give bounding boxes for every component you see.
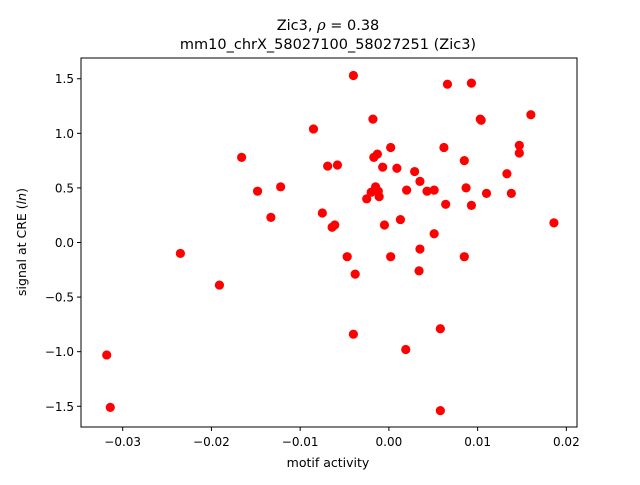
data-point-34: [410, 166, 420, 177]
data-point-23: [372, 149, 382, 159]
x-tick-label-5: 0.02: [553, 435, 580, 449]
data-point-27: [379, 220, 390, 230]
data-point-55: [506, 188, 516, 198]
y-axis-label: signal at CRE (ln): [14, 188, 29, 296]
x-tick-label-4: 0.01: [464, 435, 491, 449]
data-point-36: [415, 176, 425, 186]
data-point-53: [481, 188, 492, 198]
y-axis-label-suffix: ): [14, 188, 29, 193]
y-axis-ticks: −1.5 −1.0 −0.5 0.0 0.5 1.0 1.5: [45, 72, 81, 414]
title-prefix: Zic3,: [277, 18, 317, 34]
y-tick-label-1: −1.0: [45, 345, 74, 359]
data-point-29: [386, 252, 396, 262]
y-axis-label-italic: ln: [14, 193, 29, 204]
data-point-33: [402, 185, 412, 195]
data-point-50: [466, 200, 477, 210]
data-point-15: [348, 70, 358, 81]
data-point-31: [395, 214, 406, 225]
data-point-56: [514, 140, 524, 150]
data-point-0: [102, 350, 112, 360]
data-point-16: [348, 329, 358, 339]
data-point-32: [401, 344, 411, 355]
y-axis-label-prefix: signal at CRE (: [14, 204, 29, 296]
plot-area: −0.03 −0.02 −0.01 0.00 0.01 0.02 −1.5 −1.0 −0.5…: [45, 57, 580, 449]
y-tick-label-2: −0.5: [45, 291, 74, 305]
data-point-40: [429, 229, 439, 239]
data-point-28: [386, 142, 396, 153]
data-point-7: [276, 182, 286, 192]
data-point-45: [442, 79, 453, 89]
data-point-42: [435, 406, 445, 416]
data-point-9: [317, 208, 327, 218]
data-points: [102, 70, 559, 416]
data-point-43: [439, 142, 449, 153]
data-point-14: [342, 252, 352, 262]
data-point-58: [526, 110, 536, 120]
data-point-6: [266, 212, 276, 222]
data-point-5: [252, 186, 263, 196]
data-point-54: [502, 169, 512, 179]
data-point-2: [175, 248, 185, 259]
title-rho-value: = 0.38: [326, 18, 380, 34]
y-tick-label-3: 0.0: [55, 236, 74, 250]
data-point-13: [332, 160, 343, 170]
x-tick-label-0: −0.03: [104, 435, 141, 449]
data-point-37: [415, 244, 425, 254]
data-point-52: [476, 115, 486, 125]
data-point-48: [461, 183, 471, 193]
data-point-47: [459, 156, 469, 166]
data-point-12: [330, 220, 340, 230]
data-point-10: [323, 161, 333, 171]
chart-title-line-1: Zic3, ρ = 0.38: [277, 18, 380, 34]
x-tick-label-1: −0.02: [193, 435, 230, 449]
chart-title-line-2: mm10_chrX_58027100_58027251 (Zic3): [180, 37, 476, 53]
x-tick-label-3: 0.00: [376, 435, 403, 449]
y-tick-label-6: 1.5: [55, 72, 74, 86]
x-tick-label-2: −0.01: [282, 435, 319, 449]
data-point-3: [214, 280, 225, 290]
data-point-46: [459, 252, 469, 262]
title-rho-symbol: ρ: [316, 18, 326, 34]
data-point-44: [441, 199, 451, 209]
data-point-1: [105, 402, 115, 412]
data-point-4: [237, 152, 247, 162]
data-point-20: [368, 114, 378, 124]
data-point-35: [414, 266, 424, 276]
data-point-41: [435, 324, 445, 334]
y-tick-label-4: 0.5: [55, 181, 74, 195]
data-point-17: [350, 269, 360, 279]
data-point-57: [514, 148, 524, 158]
data-point-25: [374, 192, 384, 202]
data-point-38: [422, 186, 432, 196]
data-point-18: [362, 194, 372, 204]
x-axis-label: motif activity: [287, 455, 370, 470]
data-point-26: [378, 162, 388, 172]
y-tick-label-5: 1.0: [55, 127, 74, 141]
x-axis-ticks: −0.03 −0.02 −0.01 0.00 0.01 0.02: [104, 427, 580, 449]
y-tick-label-0: −1.5: [45, 400, 74, 414]
data-point-8: [308, 124, 319, 134]
data-point-39: [429, 185, 439, 195]
data-point-49: [466, 78, 477, 88]
data-point-30: [392, 163, 402, 173]
data-point-59: [549, 218, 559, 228]
